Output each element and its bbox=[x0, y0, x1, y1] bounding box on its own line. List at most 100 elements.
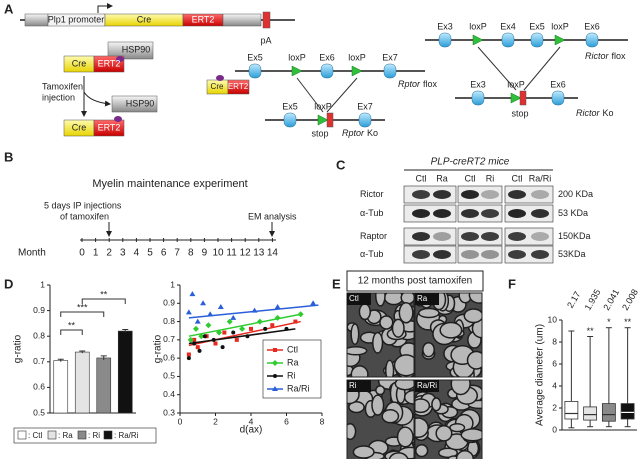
construct: Plp1 promoter Cre ERT2 pA bbox=[20, 3, 295, 45]
size-label: 53KDa bbox=[558, 249, 586, 259]
legend-swatch bbox=[103, 430, 113, 440]
point bbox=[205, 322, 212, 329]
axon bbox=[416, 445, 427, 456]
x-tick-label: 6 bbox=[284, 416, 289, 426]
error-bar bbox=[79, 350, 86, 354]
image-label: Ra/Ri bbox=[417, 381, 437, 390]
legend-frame bbox=[13, 427, 157, 444]
x-tick-label: 4 bbox=[249, 416, 254, 426]
loxp-site bbox=[317, 114, 329, 126]
timeline-note: of tamoxifen bbox=[60, 211, 109, 221]
loxp-site bbox=[351, 65, 363, 77]
y-tick-label: 0.9 bbox=[33, 305, 45, 315]
blot-band bbox=[433, 209, 451, 218]
point bbox=[217, 303, 224, 309]
month-label: 14 bbox=[267, 248, 279, 259]
blot-band bbox=[508, 232, 526, 241]
blot-band bbox=[481, 190, 499, 199]
point bbox=[195, 345, 200, 350]
blot-band bbox=[433, 250, 451, 259]
stop-cassette bbox=[326, 112, 334, 128]
blot-band bbox=[461, 190, 479, 199]
element-label: loxP bbox=[469, 21, 487, 31]
image-label: Ctl bbox=[349, 294, 359, 303]
blot-frame bbox=[457, 245, 503, 264]
axon bbox=[376, 293, 385, 306]
loxp-site bbox=[510, 92, 522, 104]
gene: Rptor bbox=[398, 79, 421, 89]
complex: HSP90 Cre ERT2 Tamoxifen injection HSP90… bbox=[42, 41, 158, 137]
axon bbox=[393, 320, 404, 337]
image-frame bbox=[346, 379, 415, 459]
timeline-title: Myelin maintenance experiment bbox=[92, 178, 247, 190]
protein-label: Cre bbox=[72, 122, 87, 132]
y-tick-label: 0 bbox=[552, 424, 557, 434]
mean-label: 1.935 bbox=[583, 287, 603, 312]
point bbox=[249, 326, 253, 331]
timeline: Myelin maintenance experiment 5 days IP … bbox=[18, 178, 297, 259]
axon bbox=[415, 418, 428, 437]
exon bbox=[471, 90, 485, 106]
mean-label: 2.008 bbox=[620, 287, 640, 312]
protein-label: HSP90 bbox=[122, 44, 151, 54]
trend-line bbox=[188, 328, 296, 345]
protein-label: Cre bbox=[211, 82, 224, 91]
axon bbox=[347, 347, 366, 355]
significance-bracket bbox=[60, 311, 105, 317]
state: Ko bbox=[367, 128, 378, 138]
axon bbox=[354, 446, 374, 458]
y-tick-label: 0.5 bbox=[33, 407, 45, 417]
size-label: 150KDa bbox=[558, 231, 591, 241]
point bbox=[185, 309, 192, 315]
axon bbox=[386, 361, 393, 377]
charts: 0.50.60.70.80.91g-ratio*******: Ctl: Ra:… bbox=[13, 279, 640, 444]
panel-label: F bbox=[508, 276, 516, 291]
blot-band bbox=[508, 250, 526, 259]
y-tick-label: 0.4 bbox=[163, 389, 175, 399]
axon bbox=[368, 310, 381, 323]
exon bbox=[383, 63, 397, 79]
axon bbox=[468, 352, 482, 369]
month-label: 13 bbox=[253, 248, 265, 259]
month-label: 9 bbox=[202, 248, 208, 259]
blot-band bbox=[461, 209, 479, 218]
axon bbox=[432, 398, 440, 410]
panel-label: D bbox=[4, 276, 13, 291]
point bbox=[197, 348, 202, 353]
axis-label: Month bbox=[18, 248, 46, 259]
image-frame bbox=[414, 379, 483, 459]
element-label: loxP bbox=[551, 21, 569, 31]
element-label: loxP bbox=[314, 101, 332, 111]
blot-band bbox=[508, 190, 526, 199]
axon bbox=[470, 293, 482, 303]
bar bbox=[117, 330, 133, 414]
point bbox=[222, 330, 227, 335]
protein-label: ERT2 bbox=[228, 82, 249, 91]
protein-label: α-Tub bbox=[360, 249, 383, 259]
point bbox=[310, 300, 317, 306]
point bbox=[189, 291, 196, 297]
construct-label: Cre bbox=[137, 14, 152, 24]
stop-label: stop bbox=[511, 108, 528, 118]
month-label: 6 bbox=[161, 248, 167, 259]
element-label: Ex6 bbox=[319, 52, 335, 62]
timeline-note: 5 days IP injections bbox=[44, 200, 122, 210]
box bbox=[601, 403, 616, 422]
point bbox=[194, 318, 201, 324]
axon bbox=[349, 402, 364, 412]
exon bbox=[438, 32, 452, 48]
panel-label: E bbox=[332, 276, 341, 291]
significance-bracket bbox=[81, 298, 126, 304]
label-bg bbox=[347, 293, 371, 305]
y-tick-label: 2 bbox=[552, 402, 557, 412]
axon bbox=[440, 323, 461, 338]
protein-label: HSP90 bbox=[126, 98, 155, 108]
axon bbox=[376, 386, 384, 394]
y-tick-label: 0.8 bbox=[163, 316, 175, 326]
state: Ko bbox=[603, 108, 614, 118]
legend-swatch bbox=[17, 430, 27, 440]
lane-label: Ra bbox=[436, 173, 448, 183]
point bbox=[273, 374, 277, 378]
axon bbox=[439, 448, 457, 457]
